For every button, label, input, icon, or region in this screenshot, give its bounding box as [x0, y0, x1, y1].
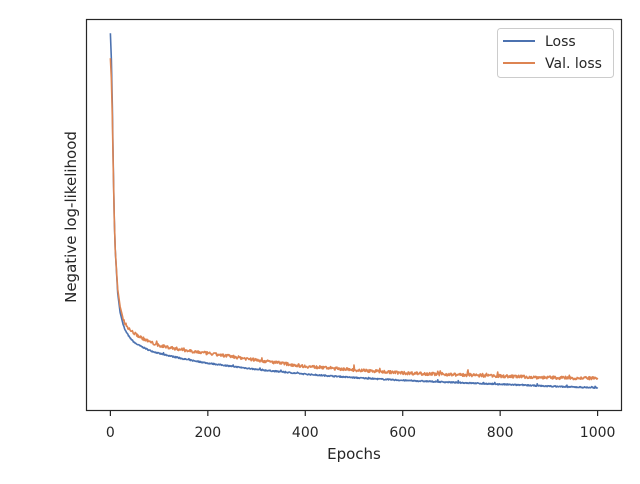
legend-label-val-loss: Val. loss	[545, 56, 602, 72]
x-tick-label: 1000	[580, 425, 616, 441]
plot-frame	[85, 18, 623, 412]
plot-lines	[109, 33, 599, 389]
y-axis-label: Negative log-likelihood	[62, 131, 80, 303]
legend-label-loss: Loss	[545, 34, 576, 50]
x-axis-label: Epochs	[327, 445, 381, 463]
x-tick-label: 800	[487, 425, 514, 441]
series-line-val-loss	[109, 58, 599, 381]
x-tick-label: 400	[292, 425, 319, 441]
x-tick-label: 0	[106, 425, 115, 441]
x-tick-label: 600	[389, 425, 416, 441]
x-tick-label: 200	[194, 425, 221, 441]
series-line-loss	[109, 33, 599, 389]
legend: Loss Val. loss	[497, 28, 614, 78]
x-axis-ticks: 0 200 400 600 800 1000	[106, 410, 616, 441]
